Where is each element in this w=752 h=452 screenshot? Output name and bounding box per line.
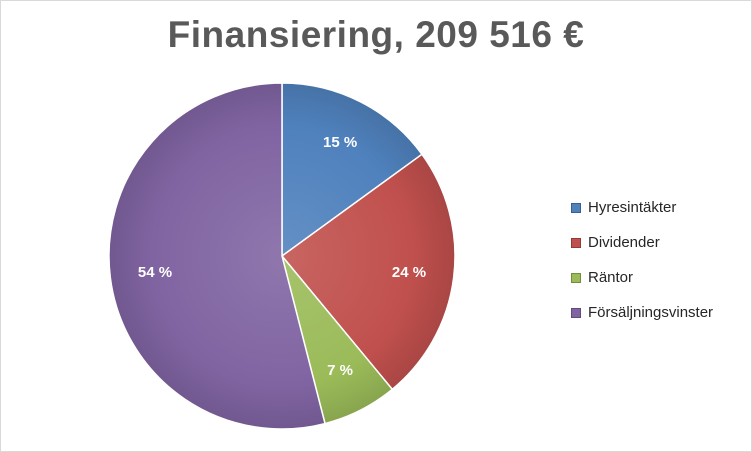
pie-slices	[108, 82, 456, 430]
chart-title: Finansiering, 209 516 €	[167, 14, 585, 55]
legend-label: Försäljningsvinster	[588, 304, 714, 321]
pie-data-label: 7 %	[327, 362, 353, 379]
legend-label: Räntor	[588, 269, 634, 286]
pie-slice-hyresintäkter	[281, 82, 424, 258]
legend-label: Dividender	[588, 234, 660, 251]
pie-data-label: 24 %	[392, 264, 426, 281]
legend-item: Dividender	[571, 225, 713, 260]
pie-slice-dividender	[280, 153, 456, 391]
legend-swatch	[571, 272, 581, 283]
legend-item: Räntor	[571, 260, 713, 295]
legend-swatch	[571, 237, 581, 248]
legend-item: Försäljningsvinster	[571, 295, 713, 330]
legend-label: Hyresintäkter	[588, 199, 677, 216]
pie-data-label: 15 %	[323, 134, 357, 151]
pie-data-label: 54 %	[138, 264, 172, 281]
pie-slice-försäljningsvinster	[108, 82, 326, 430]
legend-item: Hyresintäkter	[571, 190, 713, 225]
legend-swatch	[571, 307, 581, 318]
legend-swatch	[571, 202, 581, 213]
chart-legend: Hyresintäkter Dividender Räntor Försäljn…	[571, 190, 713, 330]
pie-data-labels: 15 % 24 % 7 % 54 %	[138, 134, 426, 379]
